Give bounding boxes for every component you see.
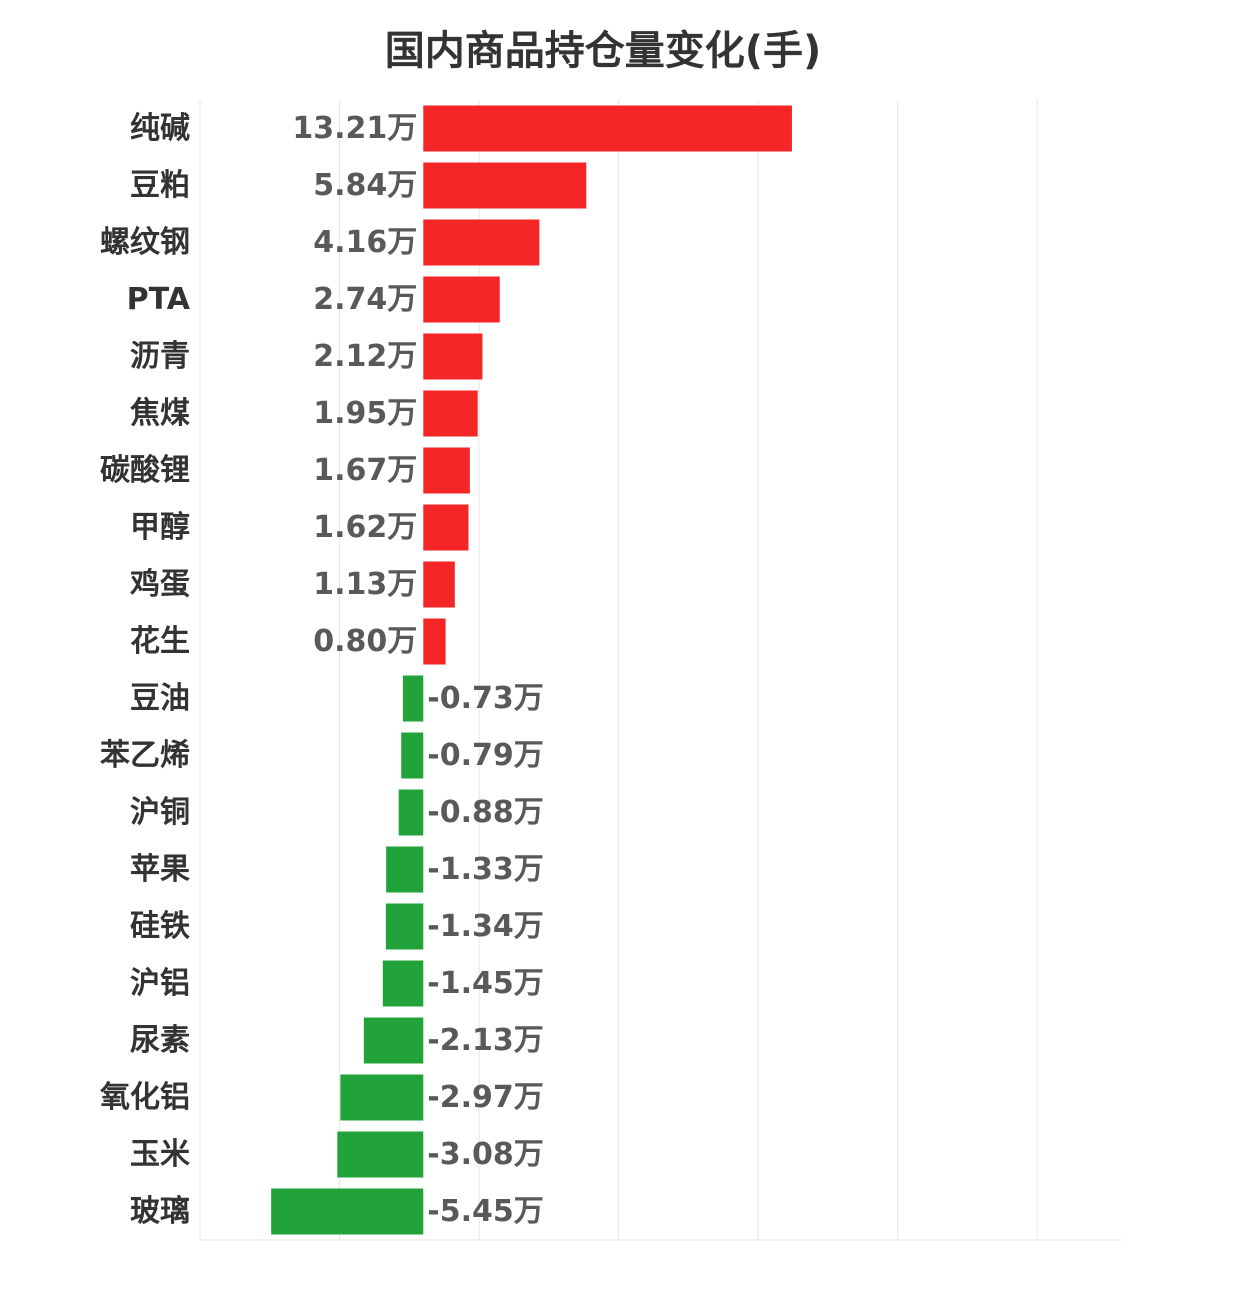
category-label: 沪铜: [130, 795, 190, 830]
category-label: 碳酸锂: [100, 453, 190, 488]
value-label: 1.13万: [313, 567, 417, 602]
value-label: 2.74万: [313, 282, 417, 317]
bar: [423, 105, 792, 152]
category-label: 沥青: [130, 339, 190, 374]
bar: [423, 561, 455, 608]
category-label: 玉米: [130, 1137, 190, 1172]
value-label: -5.45万: [427, 1194, 543, 1229]
bar: [382, 960, 424, 1007]
bar: [401, 732, 424, 779]
chart-title: 国内商品持仓量变化(手): [384, 28, 822, 74]
value-label: -2.13万: [427, 1023, 543, 1058]
category-label: 苹果: [130, 852, 190, 887]
grid-lines: [199, 100, 1121, 1241]
value-label: -1.33万: [427, 852, 543, 887]
category-label: 玻璃: [130, 1194, 190, 1229]
category-label: 花生: [130, 624, 190, 659]
bar: [398, 789, 424, 836]
category-label: 尿素: [130, 1023, 190, 1058]
category-label: 纯碱: [130, 111, 190, 146]
category-label: 硅铁: [130, 909, 190, 944]
bar: [363, 1017, 424, 1064]
value-label: 13.21万: [292, 111, 417, 146]
category-label: 沪铝: [130, 966, 190, 1001]
bar: [423, 219, 540, 266]
value-label: 0.80万: [313, 624, 417, 659]
bar: [423, 276, 500, 323]
bar: [402, 675, 424, 722]
value-label: 1.62万: [313, 510, 417, 545]
bar: [340, 1074, 424, 1121]
value-label: -0.73万: [427, 681, 543, 716]
category-label: 氧化铝: [100, 1080, 190, 1115]
value-label: -1.45万: [427, 966, 543, 1001]
value-label: -3.08万: [427, 1137, 543, 1172]
bar: [423, 162, 587, 209]
value-label: -0.88万: [427, 795, 543, 830]
bars: [271, 105, 792, 1235]
value-label: 2.12万: [313, 339, 417, 374]
bar: [386, 846, 424, 893]
category-label: 苯乙烯: [100, 738, 190, 773]
category-label: 焦煤: [130, 396, 190, 431]
category-label: 豆粕: [130, 168, 190, 203]
bar: [423, 390, 478, 437]
value-label: -0.79万: [427, 738, 543, 773]
value-label: 1.95万: [313, 396, 417, 431]
bar: [423, 447, 470, 494]
value-label: -1.34万: [427, 909, 543, 944]
bar: [423, 504, 469, 551]
bar: [423, 618, 446, 665]
bar: [385, 903, 424, 950]
category-label: 甲醇: [130, 510, 190, 545]
value-label: 4.16万: [313, 225, 417, 260]
bar: [337, 1131, 424, 1178]
value-label: 1.67万: [313, 453, 417, 488]
bar: [423, 333, 483, 380]
category-label: 螺纹钢: [100, 225, 190, 260]
value-label: 5.84万: [313, 168, 417, 203]
bar: [271, 1188, 424, 1235]
category-label: 鸡蛋: [130, 567, 190, 602]
category-label: PTA: [127, 282, 191, 317]
category-label: 豆油: [130, 681, 190, 716]
value-label: -2.97万: [427, 1080, 543, 1115]
